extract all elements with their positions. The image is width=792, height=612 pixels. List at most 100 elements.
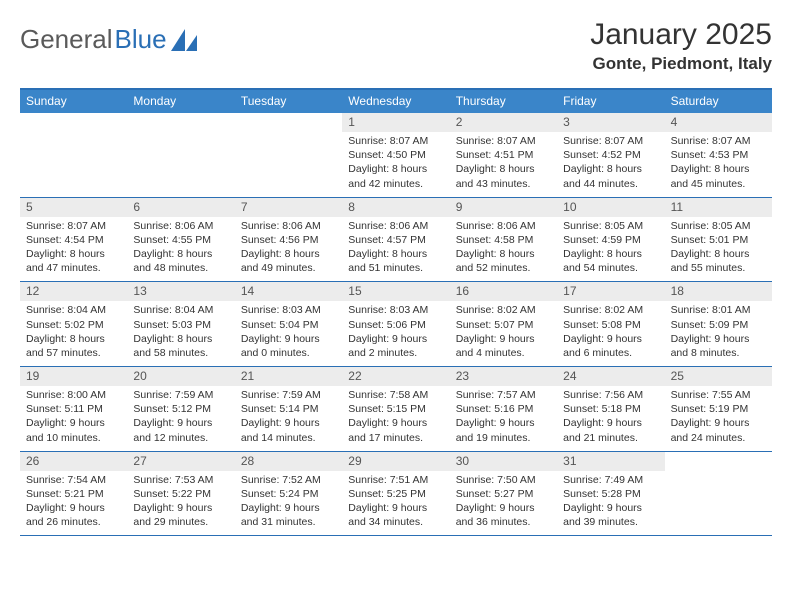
day-body: Sunrise: 8:02 AMSunset: 5:08 PMDaylight:… [557, 303, 664, 360]
daylight-line-2: and 47 minutes. [26, 261, 121, 275]
day-body: Sunrise: 8:05 AMSunset: 4:59 PMDaylight:… [557, 219, 664, 276]
day-cell: 25Sunrise: 7:55 AMSunset: 5:19 PMDayligh… [665, 367, 772, 451]
daylight-line-1: Daylight: 9 hours [456, 501, 551, 515]
sunrise-line: Sunrise: 7:54 AM [26, 473, 121, 487]
day-cell: 2Sunrise: 8:07 AMSunset: 4:51 PMDaylight… [450, 113, 557, 197]
day-body: Sunrise: 7:56 AMSunset: 5:18 PMDaylight:… [557, 388, 664, 445]
sunrise-line: Sunrise: 8:05 AM [671, 219, 766, 233]
day-number: 2 [450, 113, 557, 132]
sunset-line: Sunset: 5:25 PM [348, 487, 443, 501]
day-cell: 9Sunrise: 8:06 AMSunset: 4:58 PMDaylight… [450, 198, 557, 282]
day-number: 28 [235, 452, 342, 471]
day-cell: 1 Sunrise: 8:07 AMSunset: 4:50 PMDaylight… [342, 113, 449, 197]
week-row: 26Sunrise: 7:54 AMSunset: 5:21 PMDayligh… [20, 452, 772, 537]
day-body: Sunrise: 8:06 AMSunset: 4:56 PMDaylight:… [235, 219, 342, 276]
day-body: Sunrise: 7:52 AMSunset: 5:24 PMDaylight:… [235, 473, 342, 530]
sunset-line: Sunset: 5:04 PM [241, 318, 336, 332]
daylight-line-2: and 26 minutes. [26, 515, 121, 529]
day-body: Sunrise: 7:59 AMSunset: 5:14 PMDaylight:… [235, 388, 342, 445]
location: Gonte, Piedmont, Italy [590, 54, 772, 74]
day-cell: 4Sunrise: 8:07 AMSunset: 4:53 PMDaylight… [665, 113, 772, 197]
sunrise-line: Sunrise: 8:06 AM [241, 219, 336, 233]
day-cell [235, 113, 342, 197]
daylight-line-2: and 24 minutes. [671, 431, 766, 445]
sunset-line: Sunset: 5:02 PM [26, 318, 121, 332]
sunset-line: Sunset: 4:59 PM [563, 233, 658, 247]
day-body: Sunrise: 8:03 AMSunset: 5:04 PMDaylight:… [235, 303, 342, 360]
day-cell [127, 113, 234, 197]
sunrise-line: Sunrise: 7:57 AM [456, 388, 551, 402]
daylight-line-1: Daylight: 8 hours [456, 247, 551, 261]
day-cell: 18Sunrise: 8:01 AMSunset: 5:09 PMDayligh… [665, 282, 772, 366]
sunset-line: Sunset: 5:16 PM [456, 402, 551, 416]
day-body: Sunrise: 8:07 AMSunset: 4:54 PMDaylight:… [20, 219, 127, 276]
day-number: 14 [235, 282, 342, 301]
sunset-line: Sunset: 4:56 PM [241, 233, 336, 247]
day-cell: 30Sunrise: 7:50 AMSunset: 5:27 PMDayligh… [450, 452, 557, 536]
sunrise-line: Sunrise: 8:07 AM [456, 134, 551, 148]
day-number: 26 [20, 452, 127, 471]
sunset-line: Sunset: 5:18 PM [563, 402, 658, 416]
sunrise-line: Sunrise: 8:06 AM [133, 219, 228, 233]
day-cell: 23 Sunrise: 7:57 AMSunset: 5:16 PMDayligh… [450, 367, 557, 451]
sunset-line: Sunset: 5:22 PM [133, 487, 228, 501]
daylight-line-1: Daylight: 9 hours [241, 501, 336, 515]
day-body: Sunrise: 7:57 AMSunset: 5:16 PMDaylight:… [450, 388, 557, 445]
daylight-line-2: and 49 minutes. [241, 261, 336, 275]
day-body: Sunrise: 8:04 AMSunset: 5:03 PMDaylight:… [127, 303, 234, 360]
sunrise-line: Sunrise: 8:01 AM [671, 303, 766, 317]
daylight-line-1: Daylight: 9 hours [563, 332, 658, 346]
day-number: 1 [342, 113, 449, 132]
sunset-line: Sunset: 4:50 PM [348, 148, 443, 162]
sunrise-line: Sunrise: 7:58 AM [348, 388, 443, 402]
day-cell: 16Sunrise: 8:02 AMSunset: 5:07 PMDayligh… [450, 282, 557, 366]
day-number: 5 [20, 198, 127, 217]
dow-saturday: Saturday [665, 90, 772, 113]
day-body: Sunrise: 7:59 AMSunset: 5:12 PMDaylight:… [127, 388, 234, 445]
dow-row: Sunday Monday Tuesday Wednesday Thursday… [20, 90, 772, 113]
daylight-line-2: and 57 minutes. [26, 346, 121, 360]
day-number: 31 [557, 452, 664, 471]
sunset-line: Sunset: 4:55 PM [133, 233, 228, 247]
day-number: 22 [342, 367, 449, 386]
daylight-line-1: Daylight: 9 hours [671, 332, 766, 346]
day-cell: 5 Sunrise: 8:07 AMSunset: 4:54 PMDaylight… [20, 198, 127, 282]
daylight-line-1: Daylight: 8 hours [241, 247, 336, 261]
logo-text-blue: Blue [115, 24, 167, 55]
day-cell: 27Sunrise: 7:53 AMSunset: 5:22 PMDayligh… [127, 452, 234, 536]
day-body: Sunrise: 8:07 AMSunset: 4:50 PMDaylight:… [342, 134, 449, 191]
daylight-line-2: and 31 minutes. [241, 515, 336, 529]
day-cell: 3Sunrise: 8:07 AMSunset: 4:52 PMDaylight… [557, 113, 664, 197]
day-body: Sunrise: 7:58 AMSunset: 5:15 PMDaylight:… [342, 388, 449, 445]
daylight-line-2: and 42 minutes. [348, 177, 443, 191]
daylight-line-2: and 2 minutes. [348, 346, 443, 360]
sunrise-line: Sunrise: 7:59 AM [241, 388, 336, 402]
sunrise-line: Sunrise: 8:03 AM [241, 303, 336, 317]
day-number: 21 [235, 367, 342, 386]
daylight-line-2: and 19 minutes. [456, 431, 551, 445]
sunrise-line: Sunrise: 8:06 AM [348, 219, 443, 233]
day-cell: 6Sunrise: 8:06 AMSunset: 4:55 PMDaylight… [127, 198, 234, 282]
logo-text-gray: General [20, 24, 113, 55]
sunrise-line: Sunrise: 8:07 AM [348, 134, 443, 148]
day-cell: 22 Sunrise: 7:58 AMSunset: 5:15 PMDayligh… [342, 367, 449, 451]
day-number: 23 [450, 367, 557, 386]
day-body: Sunrise: 7:49 AMSunset: 5:28 PMDaylight:… [557, 473, 664, 530]
day-cell: 15Sunrise: 8:03 AMSunset: 5:06 PMDayligh… [342, 282, 449, 366]
daylight-line-2: and 0 minutes. [241, 346, 336, 360]
daylight-line-2: and 29 minutes. [133, 515, 228, 529]
sunrise-line: Sunrise: 8:07 AM [563, 134, 658, 148]
day-number: 29 [342, 452, 449, 471]
sunset-line: Sunset: 4:52 PM [563, 148, 658, 162]
sunset-line: Sunset: 4:51 PM [456, 148, 551, 162]
day-number: 6 [127, 198, 234, 217]
daylight-line-1: Daylight: 9 hours [671, 416, 766, 430]
day-cell: 29Sunrise: 7:51 AMSunset: 5:25 PMDayligh… [342, 452, 449, 536]
daylight-line-1: Daylight: 9 hours [26, 416, 121, 430]
day-cell: 17Sunrise: 8:02 AMSunset: 5:08 PMDayligh… [557, 282, 664, 366]
sunrise-line: Sunrise: 8:03 AM [348, 303, 443, 317]
day-number: 9 [450, 198, 557, 217]
day-number: 16 [450, 282, 557, 301]
daylight-line-2: and 10 minutes. [26, 431, 121, 445]
dow-friday: Friday [557, 90, 664, 113]
